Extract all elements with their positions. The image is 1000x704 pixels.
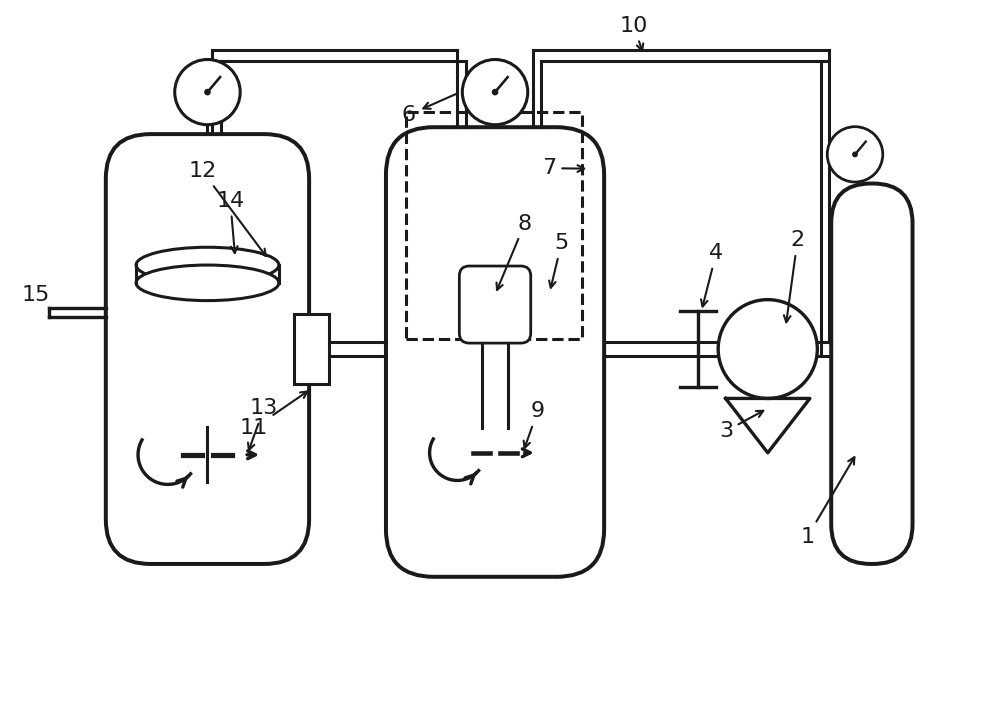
Circle shape	[205, 89, 210, 95]
Text: 1: 1	[800, 457, 854, 547]
Circle shape	[827, 127, 883, 182]
Bar	[406, 112, 582, 339]
Text: 13: 13	[248, 398, 278, 450]
Text: 6: 6	[402, 93, 458, 125]
Circle shape	[175, 60, 240, 125]
Text: 5: 5	[549, 233, 569, 288]
Text: 7: 7	[543, 158, 584, 178]
Text: 14: 14	[216, 191, 244, 253]
FancyBboxPatch shape	[106, 134, 309, 564]
Text: 9: 9	[524, 401, 545, 448]
Ellipse shape	[136, 265, 279, 301]
Circle shape	[853, 152, 857, 156]
Bar	[294, 315, 329, 384]
FancyBboxPatch shape	[386, 127, 604, 577]
FancyBboxPatch shape	[831, 184, 913, 564]
Text: 8: 8	[497, 213, 532, 290]
Text: 12: 12	[188, 161, 266, 256]
FancyBboxPatch shape	[459, 266, 531, 343]
Ellipse shape	[136, 247, 279, 283]
Text: 3: 3	[719, 410, 763, 441]
Circle shape	[462, 60, 528, 125]
Text: 15: 15	[22, 284, 50, 305]
Text: 4: 4	[701, 243, 723, 306]
Circle shape	[718, 300, 817, 398]
Circle shape	[492, 89, 498, 95]
Text: 10: 10	[620, 16, 648, 51]
Text: 2: 2	[784, 230, 805, 322]
Text: 11: 11	[240, 391, 307, 438]
